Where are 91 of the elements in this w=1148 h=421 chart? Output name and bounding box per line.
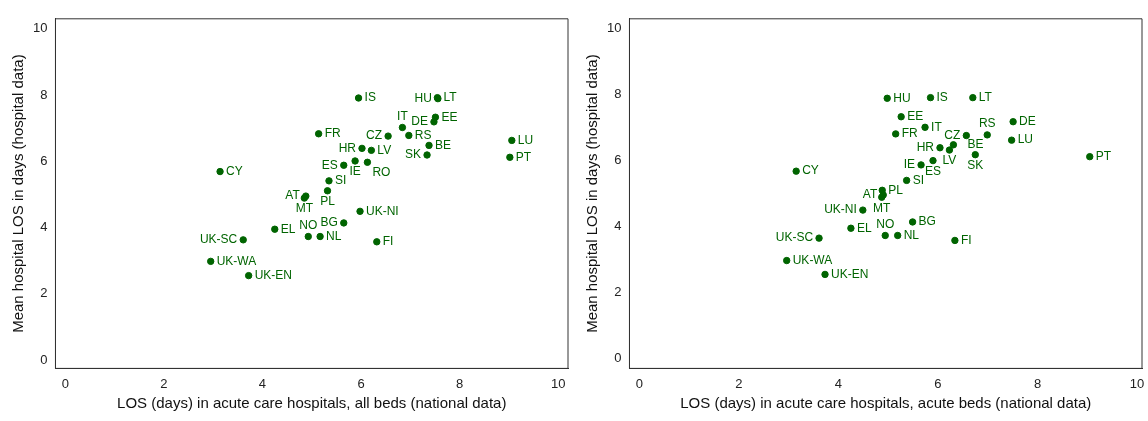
annotation: CY	[226, 163, 243, 178]
x-tick-label: 0	[635, 375, 644, 391]
x-tick-label: 4	[258, 375, 267, 391]
annotation: EL	[856, 220, 872, 235]
annotation: SK	[405, 147, 422, 162]
annotation: FI	[960, 232, 972, 247]
annotation: UK-SC	[199, 232, 238, 247]
x-tick-label: 4	[834, 375, 843, 391]
annotation: AT	[285, 188, 301, 203]
annotation: PL	[888, 182, 904, 197]
annotation: LV	[942, 153, 957, 168]
annotation: RS	[414, 127, 432, 142]
annotation: PT	[515, 149, 532, 164]
y-tick-label: 6	[614, 152, 622, 168]
annotation: IE	[349, 164, 361, 179]
y-tick-label: 4	[40, 219, 48, 235]
y-tick-label: 8	[40, 86, 48, 102]
x-tick-label: 6	[357, 375, 365, 391]
annotation: HU	[414, 90, 432, 105]
annotation: ES	[321, 157, 338, 172]
x-tick-label: 10	[550, 375, 566, 391]
x-tick-label: 2	[735, 375, 743, 391]
annotation: CZ	[944, 127, 961, 142]
annotation: NL	[903, 227, 920, 242]
y-tick-label: 0	[614, 350, 622, 366]
annotation: IS	[364, 90, 376, 105]
annotation: UK-SC	[775, 230, 814, 245]
annotation: UK-NI	[366, 203, 399, 218]
y-tick-label: 4	[614, 218, 622, 234]
annotation: LT	[443, 89, 458, 104]
annotation: EE	[441, 109, 458, 124]
annotation: MT	[873, 200, 892, 215]
annotation: NO	[876, 216, 895, 231]
annotation: LT	[978, 89, 993, 104]
annotation: UK-EN	[254, 267, 292, 282]
annotation: BG	[320, 215, 338, 230]
annotation: CY	[802, 163, 819, 178]
x-tick-label: 2	[160, 375, 168, 391]
y-tick-label: 2	[614, 284, 622, 300]
annotation: UK-WA	[216, 253, 257, 268]
x-axis-title: LOS (days) in acute care hospitals, acute beds (national data)	[680, 394, 1092, 412]
annotation: SK	[967, 157, 984, 172]
annotation: UK-EN	[831, 266, 869, 281]
annotation: NO	[299, 217, 318, 232]
annotation: DE	[411, 114, 428, 129]
annotation: SI	[334, 173, 347, 188]
annotation: FR	[901, 126, 919, 141]
y-tick-label: 10	[606, 20, 622, 36]
annotation: NL	[326, 228, 342, 243]
annotation: IE	[903, 157, 916, 172]
annotation: LV	[377, 142, 392, 157]
annotation: IT	[931, 119, 943, 134]
annotation: PL	[320, 194, 336, 209]
y-axis-title: Mean hospital LOS in days (hospital data)	[583, 54, 601, 333]
annotation: UK-NI	[824, 202, 857, 217]
annotation: BE	[435, 137, 452, 152]
annotation: BG	[918, 214, 936, 229]
y-axis-title: Mean hospital LOS in days (hospital data)	[9, 54, 27, 333]
annotation: MT	[295, 201, 314, 216]
annotation: EL	[280, 221, 296, 236]
annotation: IT	[397, 108, 409, 123]
y-tick-label: 0	[40, 351, 48, 367]
x-tick-label: 8	[1033, 375, 1042, 391]
annotation: DE	[1019, 114, 1036, 129]
x-tick-label: 6	[934, 375, 942, 391]
annotation: AT	[862, 187, 878, 202]
annotation: HU	[893, 90, 911, 105]
annotation: RO	[372, 164, 391, 179]
annotation: UK-WA	[792, 252, 833, 267]
annotation: SI	[912, 172, 924, 187]
annotation: IS	[936, 89, 948, 104]
x-axis-title: LOS (days) in acute care hospitals, all beds (national data)	[117, 394, 507, 412]
y-tick-label: 6	[40, 152, 48, 168]
annotation: LU	[1017, 132, 1033, 147]
annotation: BE	[967, 137, 984, 152]
annotation: RS	[978, 116, 996, 131]
annotation: CZ	[366, 128, 383, 143]
annotation: ES	[925, 163, 942, 178]
annotation: EE	[907, 109, 924, 124]
y-tick-label: 2	[40, 285, 48, 301]
x-tick-label: 0	[61, 375, 69, 391]
y-tick-label: 8	[614, 86, 622, 102]
y-tick-label: 10	[32, 20, 48, 36]
x-tick-label: 8	[455, 375, 464, 391]
annotation: FI	[382, 234, 394, 249]
annotation: HR	[338, 140, 357, 155]
annotation: FR	[324, 126, 341, 141]
annotation: LU	[517, 132, 534, 147]
x-tick-label: 10	[1129, 375, 1145, 391]
annotation: HR	[916, 140, 935, 155]
annotation: PT	[1095, 148, 1112, 163]
